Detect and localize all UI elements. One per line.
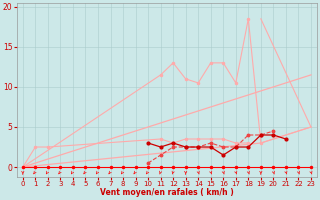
X-axis label: Vent moyen/en rafales ( km/h ): Vent moyen/en rafales ( km/h ) [100,188,234,197]
